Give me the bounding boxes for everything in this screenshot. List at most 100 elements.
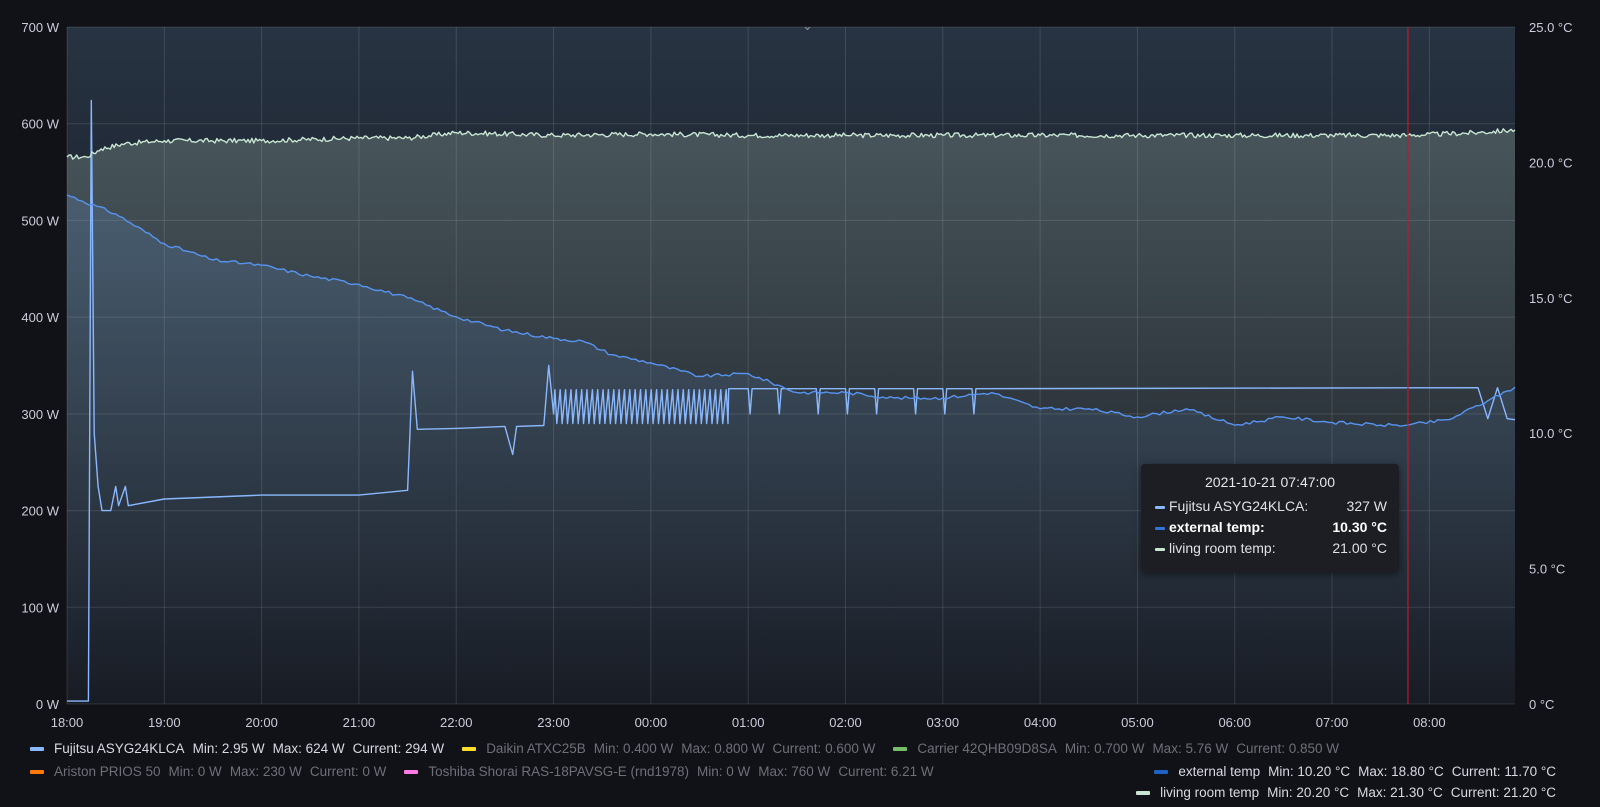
series-swatch <box>1155 505 1165 509</box>
series-swatch <box>1155 526 1165 530</box>
tooltip-label: Fujitsu ASYG24KLCA: <box>1169 498 1309 514</box>
legend-max: Max: 18.80 °C <box>1358 764 1444 779</box>
y-left-tick-label: 0 W <box>36 697 60 712</box>
x-tick-label: 19:00 <box>148 715 181 730</box>
legend-max: Max: 21.30 °C <box>1357 785 1443 800</box>
legend-name: Toshiba Shorai RAS-18PAVSG-E (rnd1978) <box>428 764 690 779</box>
legend-min: Min: 0.700 W <box>1064 741 1145 756</box>
legend-right-2: living room temp Min: 20.20 °C Max: 21.30 … <box>1136 785 1574 800</box>
legend-item[interactable]: living room temp Min: 20.20 °C Max: 21.30 … <box>1136 785 1564 800</box>
x-axis: 18:00 19:00 20:00 21:00 22:00 23:00 00:00 01:00… <box>51 715 1446 730</box>
legend-current: Current: 0.600 W <box>772 741 876 756</box>
tooltip-label: external temp: <box>1169 519 1265 535</box>
y-axis-left: 0 W 100 W 200 W 300 W 400 W 500 W 600 W 700 W <box>21 20 59 712</box>
y-left-tick-label: 300 W <box>21 407 59 422</box>
y-axis-right: 0 °C 5.0 °C 10.0 °C 15.0 °C 20.0 °C 25.0 °C <box>1529 20 1573 712</box>
legend-min: Min: 0.400 W <box>593 741 674 756</box>
hover-tooltip: 2021-10-21 07:47:00 Fujitsu ASYG24KLCA: … <box>1141 464 1399 572</box>
legend-max: Max: 624 W <box>272 741 345 756</box>
x-tick-label: 03:00 <box>927 715 960 730</box>
legend-swatch <box>30 747 44 752</box>
y-left-tick-label: 100 W <box>21 600 59 615</box>
tooltip-row: living room temp: 21.00 °C <box>1155 538 1387 558</box>
legend-swatch <box>462 747 477 752</box>
legend-current: Current: 0 W <box>309 764 387 779</box>
tooltip-value: 327 W <box>1346 498 1387 514</box>
tooltip-row: external temp: 10.30 °C <box>1155 517 1387 537</box>
legend-name: Fujitsu ASYG24KLCA <box>54 741 185 756</box>
legend-swatch <box>1154 770 1169 775</box>
y-left-tick-label: 500 W <box>21 213 59 228</box>
legend-row-1: Fujitsu ASYG24KLCA Min: 2.95 W Max: 624 W C… <box>30 741 1357 756</box>
series-swatch <box>1155 547 1165 551</box>
series-area <box>67 128 1515 705</box>
y-right-tick-label: 25.0 °C <box>1529 20 1573 35</box>
tooltip-time: 2021-10-21 07:47:00 <box>1205 474 1335 490</box>
y-left-tick-label: 400 W <box>21 310 59 325</box>
legend-max: Max: 760 W <box>758 764 831 779</box>
tooltip-label: living room temp: <box>1169 540 1276 556</box>
x-tick-label: 02:00 <box>829 715 862 730</box>
series-line <box>66 194 1516 428</box>
x-tick-label: 21:00 <box>343 715 376 730</box>
legend-min: Min: 0 W <box>697 764 751 779</box>
legend-name: Carrier 42QHB09D8SA <box>917 741 1057 756</box>
legend-item[interactable]: Ariston PRIOS 50 Min: 0 W Max: 230 W Curren… <box>30 764 394 779</box>
legend-min: Min: 0 W <box>168 764 222 779</box>
legend-item[interactable]: Daikin ATXC25B Min: 0.400 W Max: 0.800 W Cu… <box>462 741 883 756</box>
tooltip-row: Fujitsu ASYG24KLCA: 327 W <box>1155 496 1387 516</box>
legend-item[interactable]: Carrier 42QHB09D8SA Min: 0.700 W Max: 5.76… <box>893 741 1347 756</box>
y-right-tick-label: 0 °C <box>1529 697 1554 712</box>
y-left-tick-label: 700 W <box>21 20 59 35</box>
y-right-tick-label: 20.0 °C <box>1529 155 1573 170</box>
x-tick-label: 22:00 <box>440 715 473 730</box>
series-line <box>66 128 1516 160</box>
series-lines <box>66 99 1516 702</box>
series-line <box>67 99 1516 702</box>
legend-name: Daikin ATXC25B <box>486 741 586 756</box>
tooltip-value: 10.30 °C <box>1332 519 1387 535</box>
chevron-down-icon[interactable]: ⌄ <box>802 18 813 33</box>
legend-min: Min: 2.95 W <box>192 741 265 756</box>
legend-current: Current: 294 W <box>352 741 445 756</box>
legend-row-2: Ariston PRIOS 50 Min: 0 W Max: 230 W Curren… <box>30 764 952 779</box>
x-tick-label: 06:00 <box>1218 715 1251 730</box>
y-left-tick-label: 200 W <box>21 504 59 519</box>
legend-max: Max: 0.800 W <box>681 741 765 756</box>
legend-min: Min: 10.20 °C <box>1268 764 1351 779</box>
legend-current: Current: 21.20 °C <box>1450 785 1556 800</box>
x-tick-label: 01:00 <box>732 715 765 730</box>
y-right-tick-label: 5.0 °C <box>1529 562 1565 577</box>
legend-item[interactable]: Toshiba Shorai RAS-18PAVSG-E (rnd1978) Mi… <box>404 764 941 779</box>
x-tick-label: 00:00 <box>635 715 668 730</box>
x-tick-label: 04:00 <box>1024 715 1057 730</box>
legend-min: Min: 20.20 °C <box>1267 785 1350 800</box>
legend-item[interactable]: external temp Min: 10.20 °C Max: 18.80 °C C… <box>1154 764 1564 779</box>
legend-name: Ariston PRIOS 50 <box>54 764 161 779</box>
legend-right-1: external temp Min: 10.20 °C Max: 18.80 °C C… <box>1154 764 1574 779</box>
x-tick-label: 23:00 <box>537 715 570 730</box>
y-right-tick-label: 10.0 °C <box>1529 426 1573 441</box>
x-tick-label: 20:00 <box>245 715 278 730</box>
legend-name: external temp <box>1178 764 1261 779</box>
x-tick-label: 18:00 <box>51 715 84 730</box>
x-tick-label: 08:00 <box>1413 715 1446 730</box>
legend-swatch <box>30 770 44 775</box>
y-right-tick-label: 15.0 °C <box>1529 291 1573 306</box>
y-left-tick-label: 600 W <box>21 117 59 132</box>
legend-current: Current: 11.70 °C <box>1451 764 1556 779</box>
x-tick-label: 05:00 <box>1121 715 1154 730</box>
legend-item[interactable]: Fujitsu ASYG24KLCA Min: 2.95 W Max: 624 W C… <box>30 741 452 756</box>
legend-max: Max: 5.76 W <box>1152 741 1229 756</box>
x-tick-label: 07:00 <box>1316 715 1349 730</box>
legend-current: Current: 0.850 W <box>1236 741 1340 756</box>
legend-swatch <box>893 747 908 752</box>
legend-name: living room temp <box>1160 785 1260 800</box>
legend-max: Max: 230 W <box>229 764 302 779</box>
legend-swatch <box>404 770 419 775</box>
legend-swatch <box>1136 791 1151 796</box>
legend-current: Current: 6.21 W <box>838 764 934 779</box>
series-areas <box>67 128 1515 705</box>
tooltip-value: 21.00 °C <box>1332 540 1387 556</box>
